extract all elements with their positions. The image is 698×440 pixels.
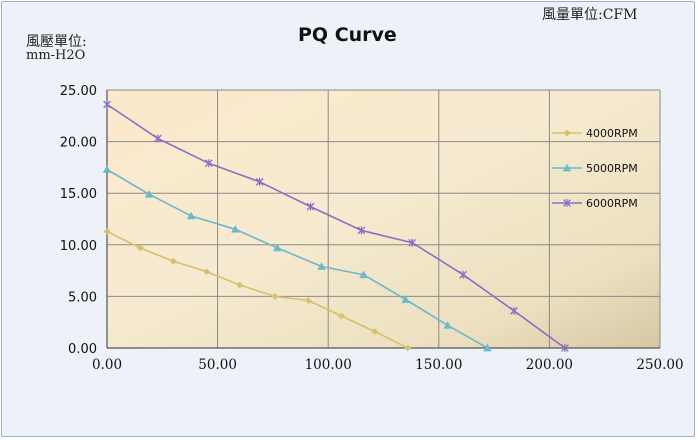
x-tick-label: 200.00: [526, 357, 573, 373]
x-tick-label: 0.00: [92, 357, 122, 373]
data-point: [236, 281, 244, 289]
data-point: [204, 159, 213, 168]
data-point: [562, 163, 572, 172]
data-point: [102, 165, 112, 173]
series-group: [102, 100, 569, 352]
data-point: [563, 129, 571, 137]
legend-label: 4000RPM: [586, 127, 638, 140]
data-point: [203, 268, 210, 276]
data-point: [510, 306, 518, 315]
data-point: [306, 202, 315, 211]
data-point: [153, 134, 162, 143]
data-point: [371, 328, 379, 335]
axis-ticks: 0.00 50.00 100.00 150.00 200.00 250.00 0.00 5.0…: [60, 84, 684, 373]
x-tick-label: 100.00: [305, 357, 352, 373]
data-point: [443, 321, 452, 329]
legend-label: 6000RPM: [586, 197, 638, 210]
data-point: [401, 295, 410, 303]
data-point: [186, 211, 196, 220]
series-line-6000RPM: [106, 103, 566, 349]
data-point: [317, 262, 326, 270]
series-line-5000RPM: [106, 168, 488, 349]
grid: [106, 89, 661, 349]
data-point: [144, 190, 154, 198]
data-point: [136, 244, 144, 252]
y-tick-label: 5.00: [68, 290, 97, 305]
y-tick-label: 25.00: [60, 84, 97, 99]
y-unit-label: 風壓單位:: [26, 34, 87, 50]
data-point: [408, 238, 417, 247]
y-tick-label: 15.00: [60, 187, 97, 202]
x-tick-label: 250.00: [636, 357, 683, 373]
y-unit-value: mm-H2O: [26, 48, 86, 63]
y-tick-label: 20.00: [60, 136, 97, 151]
data-point: [357, 226, 366, 235]
legend-label: 5000RPM: [586, 162, 638, 175]
chart-title: PQ Curve: [298, 24, 397, 46]
data-point: [273, 243, 282, 252]
data-point: [103, 100, 111, 109]
x-tick-label: 150.00: [415, 357, 462, 373]
data-point: [231, 225, 240, 233]
y-tick-label: 10.00: [60, 239, 97, 254]
data-point: [304, 297, 312, 304]
data-point: [404, 344, 412, 352]
data-point: [359, 270, 368, 279]
data-point: [338, 312, 345, 320]
data-point: [255, 177, 264, 186]
data-point: [459, 270, 468, 279]
data-point: [103, 227, 111, 235]
data-point: [271, 293, 279, 300]
x-unit-label: 風量單位:CFM: [542, 7, 638, 23]
y-tick-label: 0.00: [68, 342, 97, 357]
legend: 4000RPM 5000RPM 6000RPM: [552, 127, 638, 210]
series-line-4000RPM: [106, 230, 409, 349]
data-point: [563, 199, 571, 207]
data-point: [560, 344, 569, 352]
x-tick-label: 50.00: [198, 357, 237, 373]
data-point: [169, 257, 177, 265]
data-point: [483, 343, 492, 352]
